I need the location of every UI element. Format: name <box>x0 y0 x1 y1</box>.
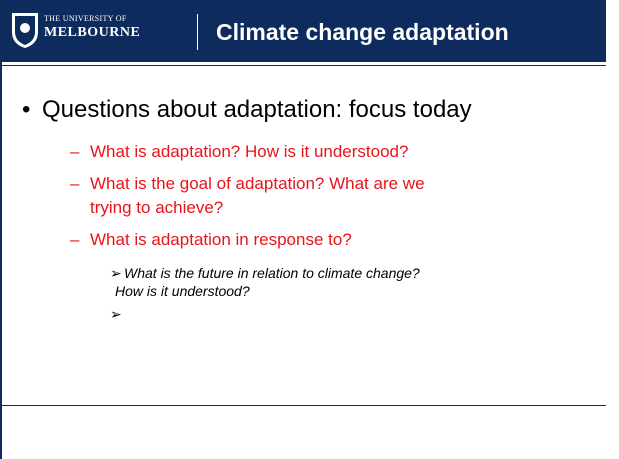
left-border <box>0 0 2 459</box>
arrow: ➢ <box>110 306 122 322</box>
arrow: ➢ <box>110 265 122 281</box>
bullet: • <box>22 96 31 123</box>
bullet-text: What is adaptation in response to? <box>90 230 352 249</box>
dash: – <box>70 142 80 161</box>
header-bar <box>0 0 606 62</box>
bullet-text: What is adaptation? How is it understood… <box>90 142 409 161</box>
bullet-text: What is the goal of adaptation? What are… <box>90 174 425 193</box>
logo-shield <box>12 13 38 48</box>
dash: – <box>70 174 80 193</box>
divider <box>197 14 198 50</box>
bottom-rule <box>0 405 606 406</box>
dash: – <box>70 230 80 249</box>
bullet-text: trying to achieve? <box>90 198 224 217</box>
logo-text: THE UNIVERSITY OF <box>44 14 127 23</box>
rule <box>0 65 606 66</box>
bullet-text: How is it understood? <box>115 283 250 299</box>
slide-title: Climate change adaptation <box>216 19 509 45</box>
logo-text: MELBOURNE <box>44 25 141 40</box>
bullet-text: What is the future in relation to climat… <box>124 265 420 281</box>
bullet-text: Questions about adaptation: focus today <box>42 96 472 123</box>
